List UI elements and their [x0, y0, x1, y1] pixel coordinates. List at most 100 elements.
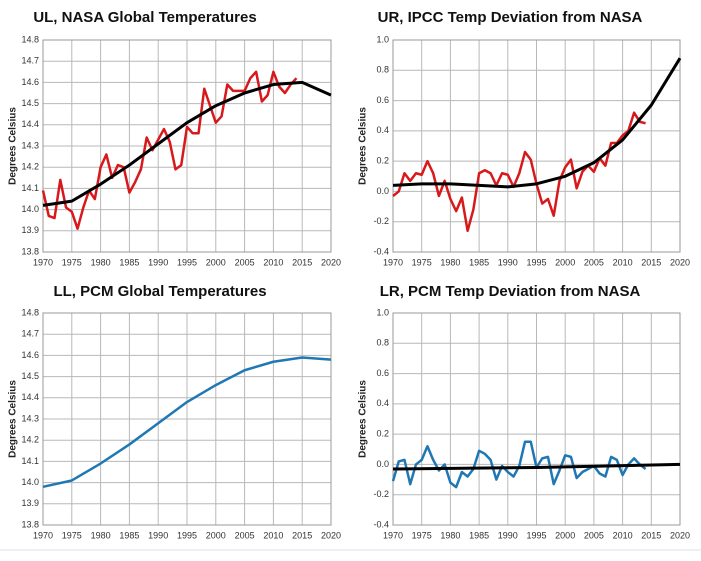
y-tick-label: 14.6 [21, 350, 39, 360]
x-tick-label: 1980 [440, 530, 460, 540]
y-axis-label: Degrees Celsius [8, 380, 19, 458]
y-tick-label: 13.9 [21, 225, 39, 235]
chart-title: LR, PCM Temp Deviation from NASA [380, 283, 641, 300]
y-tick-label: 1.0 [376, 34, 389, 44]
y-axis-label: Degrees Celsius [358, 107, 369, 185]
data-line [42, 80, 332, 207]
x-tick-label: 1975 [62, 530, 82, 540]
y-tick-label: 14.4 [21, 119, 39, 129]
data-line [392, 462, 681, 471]
y-tick-label: 14.5 [21, 98, 39, 108]
y-tick-label: -0.4 [373, 246, 389, 256]
x-tick-label: 1985 [119, 257, 139, 267]
x-tick-label: 1995 [526, 530, 546, 540]
x-tick-label: 1975 [412, 257, 432, 267]
x-tick-label: 1980 [91, 530, 111, 540]
x-tick-label: 2020 [670, 257, 690, 267]
y-tick-label: 14.8 [21, 34, 39, 44]
x-tick-label: 2020 [670, 530, 690, 540]
y-tick-label: 14.0 [21, 204, 39, 214]
x-tick-label: 1975 [62, 257, 82, 267]
chart-title: LL, PCM Global Temperatures [53, 283, 266, 300]
x-tick-label: 1995 [177, 257, 197, 267]
x-tick-label: 2015 [292, 530, 312, 540]
x-tick-label: 2005 [584, 530, 604, 540]
y-tick-label: 0.0 [376, 186, 389, 196]
x-tick-label: 2005 [584, 257, 604, 267]
x-tick-label: 1990 [148, 257, 168, 267]
data-line [392, 57, 682, 189]
y-tick-label: 14.3 [21, 413, 39, 423]
x-tick-label: 2000 [206, 530, 226, 540]
y-tick-label: 14.3 [21, 140, 39, 150]
y-tick-label: 13.8 [21, 519, 39, 529]
x-tick-label: 1970 [383, 530, 403, 540]
y-tick-label: 14.8 [21, 307, 39, 317]
y-tick-label: 0.8 [376, 65, 389, 75]
y-tick-label: 14.1 [21, 183, 39, 193]
y-tick-label: 0.8 [376, 338, 389, 348]
x-tick-label: 1980 [440, 257, 460, 267]
y-tick-label: -0.2 [373, 489, 389, 499]
x-tick-label: 2005 [235, 257, 255, 267]
data-line [42, 356, 332, 489]
x-tick-label: 1980 [91, 257, 111, 267]
y-axis-label: Degrees Celsius [8, 107, 19, 185]
x-tick-label: 1990 [498, 530, 518, 540]
plot-frame [42, 39, 332, 253]
x-tick-label: 1995 [177, 530, 197, 540]
x-tick-label: 2000 [206, 257, 226, 267]
y-tick-label: 14.2 [21, 162, 39, 172]
x-tick-label: 1970 [383, 257, 403, 267]
y-tick-label: -0.4 [373, 519, 389, 529]
y-tick-label: 13.8 [21, 246, 39, 256]
x-tick-label: 1985 [469, 257, 489, 267]
chart-title: UR, IPCC Temp Deviation from NASA [378, 9, 643, 26]
x-tick-label: 2015 [292, 257, 312, 267]
x-tick-label: 1970 [33, 530, 53, 540]
plot-frame [42, 312, 332, 526]
y-tick-label: 0.4 [376, 125, 389, 135]
data-line [391, 440, 647, 489]
y-tick-label: 13.9 [21, 498, 39, 508]
x-tick-label: 1970 [33, 257, 53, 267]
y-tick-label: 14.4 [21, 392, 39, 402]
x-tick-label: 2020 [321, 257, 341, 267]
y-tick-label: -0.2 [373, 216, 389, 226]
y-tick-label: 14.7 [21, 329, 39, 339]
x-tick-label: 2010 [613, 530, 633, 540]
x-tick-label: 1975 [412, 530, 432, 540]
x-tick-label: 2010 [613, 257, 633, 267]
x-tick-label: 2000 [555, 257, 575, 267]
x-tick-label: 1990 [148, 530, 168, 540]
x-tick-label: 2000 [555, 530, 575, 540]
x-tick-label: 2005 [235, 530, 255, 540]
x-tick-label: 2010 [263, 257, 283, 267]
y-tick-label: 0.6 [376, 368, 389, 378]
y-tick-label: 14.2 [21, 435, 39, 445]
y-tick-label: 0.6 [376, 95, 389, 105]
chart-title: UL, NASA Global Temperatures [33, 9, 256, 26]
y-tick-label: 14.0 [21, 477, 39, 487]
y-tick-label: 14.6 [21, 77, 39, 87]
y-tick-label: 14.7 [21, 56, 39, 66]
y-axis-label: Degrees Celsius [358, 380, 369, 458]
x-tick-label: 1995 [526, 257, 546, 267]
x-tick-label: 2015 [641, 530, 661, 540]
x-tick-label: 2020 [321, 530, 341, 540]
y-tick-label: 0.2 [376, 429, 389, 439]
x-tick-label: 1990 [498, 257, 518, 267]
data-line [41, 70, 298, 230]
y-tick-label: 0.4 [376, 398, 389, 408]
y-tick-label: 14.5 [21, 371, 39, 381]
data-line [392, 111, 646, 233]
y-tick-label: 0.2 [376, 156, 389, 166]
x-tick-label: 2015 [641, 257, 661, 267]
x-tick-label: 1985 [469, 530, 489, 540]
y-tick-label: 14.1 [21, 456, 39, 466]
plot-frame [392, 312, 681, 526]
x-tick-label: 1985 [119, 530, 139, 540]
x-tick-label: 2010 [263, 530, 283, 540]
